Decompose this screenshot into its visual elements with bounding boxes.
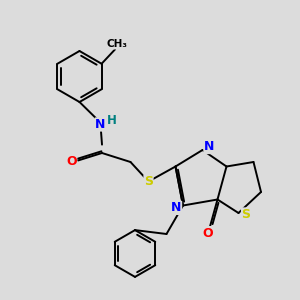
Text: N: N xyxy=(204,140,214,154)
Text: O: O xyxy=(202,226,213,240)
Text: N: N xyxy=(95,118,106,131)
Text: CH₃: CH₃ xyxy=(106,39,127,49)
Text: O: O xyxy=(66,155,77,169)
Text: H: H xyxy=(107,113,117,127)
Text: S: S xyxy=(242,208,250,221)
Text: S: S xyxy=(144,175,153,188)
Text: N: N xyxy=(171,201,182,214)
